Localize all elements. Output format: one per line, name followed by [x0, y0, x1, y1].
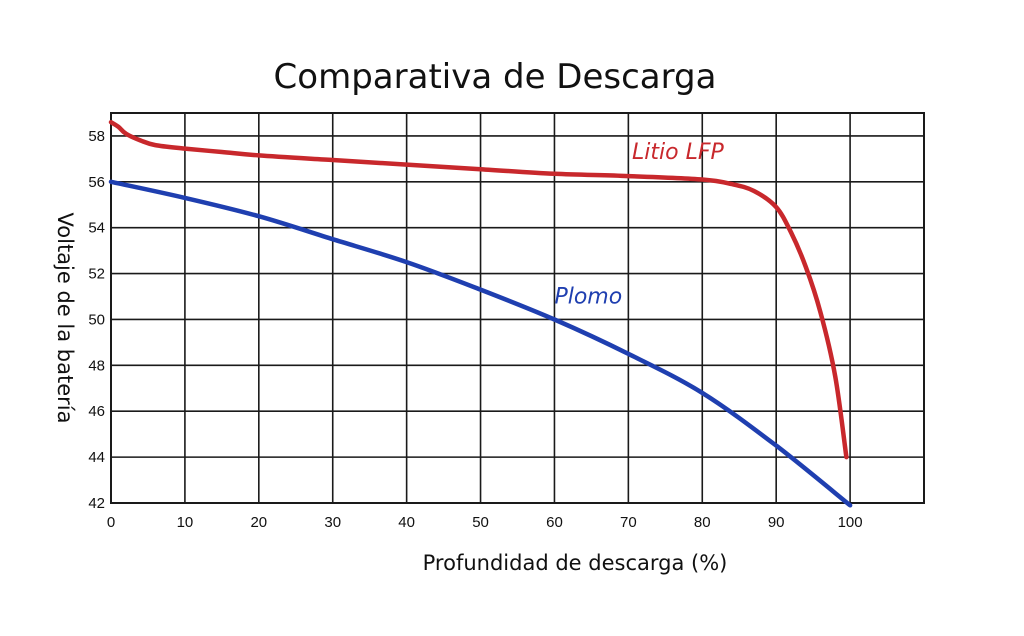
series-labels: Litio LFP Plomo	[554, 140, 724, 310]
x-tick-label: 90	[768, 514, 785, 531]
y-tick-label: 52	[88, 266, 105, 283]
plot-frame	[110, 112, 925, 504]
y-tick-label: 42	[88, 495, 105, 512]
series-line	[108, 179, 853, 508]
x-tick-label: 70	[620, 514, 637, 531]
x-axis-ticks: 0 10 20 30 40 50 60 70 80 90 100	[107, 514, 863, 531]
x-tick-label: 40	[398, 514, 415, 531]
y-axis-label: Voltaje de la batería	[53, 213, 77, 424]
x-tick-label: 50	[472, 514, 489, 531]
series-label: Plomo	[554, 284, 622, 309]
chart-title: Comparativa de Descarga	[274, 57, 717, 97]
x-tick-label: 60	[546, 514, 563, 531]
series-line	[108, 119, 849, 460]
x-axis-label: Profundidad de descarga (%)	[423, 551, 728, 575]
x-tick-label: 80	[694, 514, 711, 531]
y-tick-label: 44	[88, 449, 105, 466]
y-tick-label: 46	[88, 403, 105, 420]
y-tick-label: 50	[88, 311, 105, 328]
y-tick-label: 54	[88, 220, 105, 237]
series-lines	[108, 119, 853, 508]
series-label: Litio LFP	[632, 140, 724, 165]
y-tick-label: 48	[88, 357, 105, 374]
x-tick-label: 0	[107, 514, 115, 531]
x-tick-label: 30	[324, 514, 341, 531]
x-tick-label: 20	[250, 514, 267, 531]
y-tick-label: 56	[88, 174, 105, 191]
y-tick-label: 58	[88, 128, 105, 145]
y-axis-ticks: 42 44 46 48 50 52 54 56 58	[88, 128, 105, 512]
plot-border	[110, 112, 925, 504]
x-tick-label: 10	[177, 514, 194, 531]
x-tick-label: 100	[838, 514, 863, 531]
